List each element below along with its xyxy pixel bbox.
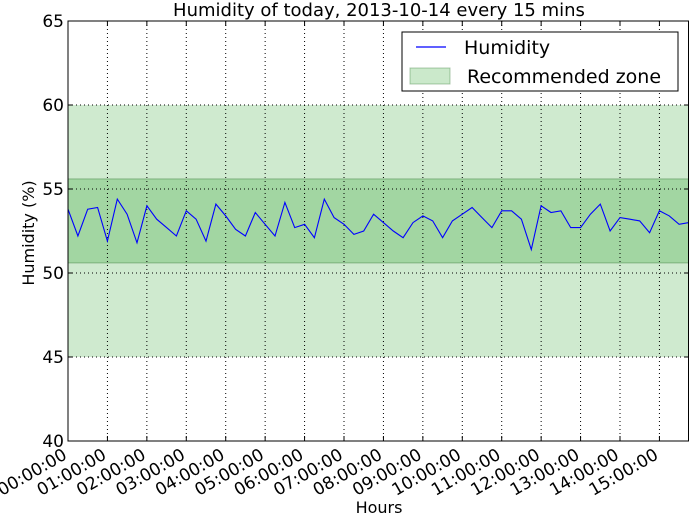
legend-zone-swatch (409, 67, 451, 85)
legend: Humidity Recommended zone (401, 31, 679, 92)
legend-humidity-label: Humidity (464, 37, 550, 59)
recommended-zone-inner (67, 178, 689, 264)
recommended-zone-outer (68, 105, 689, 357)
legend-zone-label: Recommended zone (467, 66, 661, 88)
legend-box (401, 31, 679, 92)
y-tick-label: 40 (42, 432, 64, 452)
chart-title: Humidity of today, 2013-10-14 every 15 m… (173, 0, 585, 21)
y-tick-label: 50 (42, 264, 64, 284)
zone-layer (67, 105, 689, 357)
y-tick-label: 45 (42, 348, 64, 368)
x-axis-label: Hours (356, 498, 403, 513)
y-tick-label: 60 (42, 96, 64, 116)
series-layer (67, 197, 689, 252)
y-tick-label: 55 (42, 180, 64, 200)
humidity-series-line (67, 197, 689, 252)
y-axis-label: Humidity (%) (19, 180, 38, 285)
y-tick-label: 65 (42, 12, 64, 32)
